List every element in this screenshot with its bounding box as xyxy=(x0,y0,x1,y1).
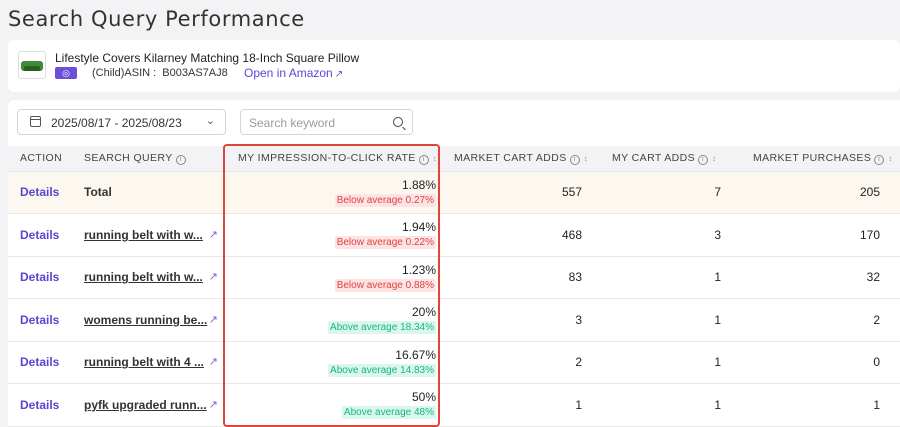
table-row-total: Details Total 1.88% Below average 0.27% 5… xyxy=(8,171,900,214)
column-header-my-cart-adds[interactable]: MY CART ADDS i ↕ xyxy=(602,146,741,172)
rate-cell: 16.67% Above average 14.83% xyxy=(224,341,446,384)
market-cart-adds-value: 1 xyxy=(446,383,602,427)
my-cart-adds-value: 1 xyxy=(602,383,741,427)
market-purchases-value: 205 xyxy=(741,171,900,214)
search-icon[interactable] xyxy=(393,117,403,127)
sort-icon[interactable]: ↕ xyxy=(583,153,589,163)
query-total-label: Total xyxy=(84,185,112,200)
my-cart-adds-value: 7 xyxy=(602,171,741,214)
column-header-market-cart-adds[interactable]: MARKET CART ADDS i ↕ xyxy=(446,146,602,172)
market-cart-adds-value: 468 xyxy=(446,213,602,257)
rate-value: 16.67% xyxy=(395,347,436,362)
rate-cell: 1.88% Below average 0.27% xyxy=(224,171,446,214)
search-query-link[interactable]: running belt with w... xyxy=(84,227,203,242)
sort-icon[interactable]: ↕ xyxy=(432,153,438,163)
above-average-badge: Above average 14.83% xyxy=(328,363,436,377)
rate-value: 20% xyxy=(411,305,436,320)
rate-cell: 1.23% Below average 0.88% xyxy=(224,256,446,299)
rate-value: 50% xyxy=(411,390,436,405)
product-thumbnail xyxy=(18,51,46,79)
search-keyword-box[interactable] xyxy=(240,109,413,135)
rate-value: 1.88% xyxy=(401,177,436,192)
table-row: Details womens running be... ↗ 20% Above a… xyxy=(8,298,900,342)
above-average-badge: Above average 48% xyxy=(341,406,436,420)
column-header-impression-to-click-rate[interactable]: MY IMPRESSION-TO-CLICK RATE i ↕ xyxy=(224,146,446,172)
info-icon[interactable]: i xyxy=(175,154,186,165)
calendar-icon xyxy=(30,116,41,127)
table-row: Details running belt with w... ↗ 1.23% Bel… xyxy=(8,256,900,299)
rate-cell: 20% Above average 18.34% xyxy=(224,298,446,342)
table-row: Details pyfk upgraded runn... ↗ 50% Above … xyxy=(8,383,900,427)
asin-label: (Child)ASIN : B003AS7AJ8 xyxy=(92,67,228,79)
search-query-link[interactable]: womens running be... xyxy=(84,312,208,327)
product-name: Lifestyle Covers Kilarney Matching 18-In… xyxy=(55,51,360,65)
search-query-link[interactable]: running belt with 4 ... xyxy=(84,355,204,370)
table-row: Details running belt with 4 ... ↗ 16.67% A… xyxy=(8,341,900,384)
market-purchases-value: 1 xyxy=(741,383,900,427)
search-input[interactable] xyxy=(249,115,389,130)
details-link[interactable]: Details xyxy=(20,270,60,285)
rate-value: 1.94% xyxy=(401,220,436,235)
table-panel: 2025/08/17 - 2025/08/23 ⌄ ACTION SEARCH … xyxy=(8,100,900,427)
details-link[interactable]: Details xyxy=(20,227,60,242)
market-cart-adds-value: 2 xyxy=(446,341,602,384)
details-link[interactable]: Details xyxy=(20,397,60,412)
column-header-market-purchases[interactable]: MARKET PURCHASES i ↕ xyxy=(741,146,900,172)
rate-cell: 1.94% Below average 0.22% xyxy=(224,213,446,257)
column-header-search-query[interactable]: SEARCH QUERY i xyxy=(72,146,224,172)
below-average-badge: Below average 0.27% xyxy=(334,193,436,207)
search-query-link[interactable]: pyfk upgraded runn... xyxy=(84,397,207,412)
details-link[interactable]: Details xyxy=(20,312,60,327)
my-cart-adds-value: 1 xyxy=(602,298,741,342)
query-table: ACTION SEARCH QUERY i MY IMPRESSION-TO-CL… xyxy=(8,146,900,427)
external-link-icon[interactable]: ↗ xyxy=(208,313,218,326)
info-icon[interactable]: i xyxy=(418,154,429,165)
column-header-action: ACTION xyxy=(8,146,72,172)
open-in-amazon-link[interactable]: Open in Amazon ↗ xyxy=(244,66,343,80)
search-query-link[interactable]: running belt with w... xyxy=(84,270,203,285)
table-row: Details running belt with w... ↗ 1.94% Bel… xyxy=(8,213,900,257)
date-range-value: 2025/08/17 - 2025/08/23 xyxy=(51,116,182,130)
open-in-amazon-label: Open in Amazon xyxy=(244,66,333,80)
my-cart-adds-value: 1 xyxy=(602,256,741,299)
sort-icon[interactable]: ↕ xyxy=(712,153,717,163)
info-icon[interactable]: i xyxy=(874,154,885,165)
rate-cell: 50% Above average 48% xyxy=(224,383,446,427)
info-icon[interactable]: i xyxy=(569,154,580,165)
page-title: Search Query Performance xyxy=(8,7,305,31)
market-cart-adds-value: 3 xyxy=(446,298,602,342)
rate-value: 1.23% xyxy=(401,262,436,277)
market-purchases-value: 0 xyxy=(741,341,900,384)
market-purchases-value: 2 xyxy=(741,298,900,342)
external-link-icon[interactable]: ↗ xyxy=(208,271,218,284)
globe-icon: ◎ xyxy=(55,67,77,79)
above-average-badge: Above average 18.34% xyxy=(328,321,436,335)
external-link-icon: ↗ xyxy=(334,69,344,80)
below-average-badge: Below average 0.88% xyxy=(334,278,436,292)
details-link[interactable]: Details xyxy=(20,185,60,200)
market-purchases-value: 32 xyxy=(741,256,900,299)
below-average-badge: Below average 0.22% xyxy=(334,236,436,250)
external-link-icon[interactable]: ↗ xyxy=(208,356,218,369)
my-cart-adds-value: 3 xyxy=(602,213,741,257)
external-link-icon[interactable]: ↗ xyxy=(208,228,218,241)
product-card: Lifestyle Covers Kilarney Matching 18-In… xyxy=(8,40,900,92)
market-purchases-value: 170 xyxy=(741,213,900,257)
sort-icon[interactable]: ↕ xyxy=(888,153,893,163)
market-cart-adds-value: 557 xyxy=(446,171,602,214)
info-icon[interactable]: i xyxy=(698,154,708,165)
market-cart-adds-value: 83 xyxy=(446,256,602,299)
external-link-icon[interactable]: ↗ xyxy=(208,398,218,411)
chevron-down-icon: ⌄ xyxy=(205,115,215,127)
date-range-picker[interactable]: 2025/08/17 - 2025/08/23 ⌄ xyxy=(17,109,226,135)
my-cart-adds-value: 1 xyxy=(602,341,741,384)
details-link[interactable]: Details xyxy=(20,355,60,370)
table-header-row: ACTION SEARCH QUERY i MY IMPRESSION-TO-CL… xyxy=(8,146,900,172)
